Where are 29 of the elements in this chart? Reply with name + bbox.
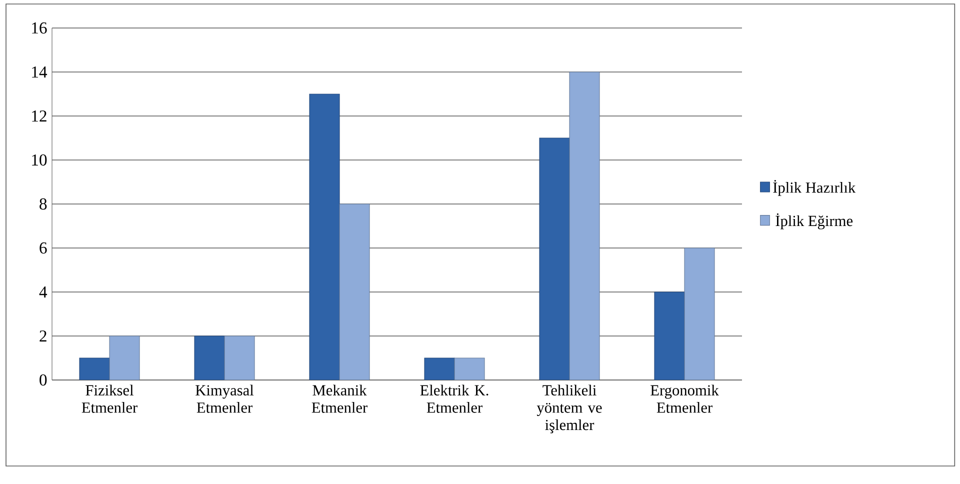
- bar: [424, 358, 455, 380]
- y-tick-label: 10: [32, 154, 47, 166]
- y-tick-label: 6: [40, 242, 47, 254]
- x-tick-label: Fiziksel Etmenler: [82, 384, 138, 413]
- y-tick-label: 2: [40, 330, 46, 342]
- bar: [569, 72, 600, 380]
- x-tick-label: Tehlikeli yöntem ve işlemler: [536, 384, 602, 434]
- bar: [79, 358, 110, 380]
- bar: [654, 292, 685, 380]
- legend-label: İplik Hazırlık: [773, 180, 856, 196]
- bar: [309, 94, 340, 380]
- y-tick-label: 0: [40, 374, 47, 386]
- x-tick-label: Mekanik Etmenler: [312, 384, 368, 413]
- y-tick-label: 12: [32, 110, 46, 122]
- x-tick-label: Elektrik K. Etmenler: [420, 384, 488, 413]
- bar: [539, 138, 570, 380]
- y-tick-label: 16: [32, 22, 47, 34]
- bar: [194, 336, 225, 380]
- legend-label: İplik Eğirme: [776, 213, 853, 230]
- y-tick-label: 4: [39, 286, 48, 298]
- bar: [684, 248, 715, 380]
- x-tick-label: Ergonomik Etmenler: [650, 384, 719, 413]
- bar: [109, 336, 140, 380]
- bar: [224, 336, 255, 380]
- y-tick-label: 8: [40, 198, 47, 210]
- x-tick-label: Kimyasal Etmenler: [196, 384, 254, 413]
- bar: [454, 358, 485, 380]
- y-tick-label: 14: [32, 66, 48, 78]
- bar: [339, 204, 370, 380]
